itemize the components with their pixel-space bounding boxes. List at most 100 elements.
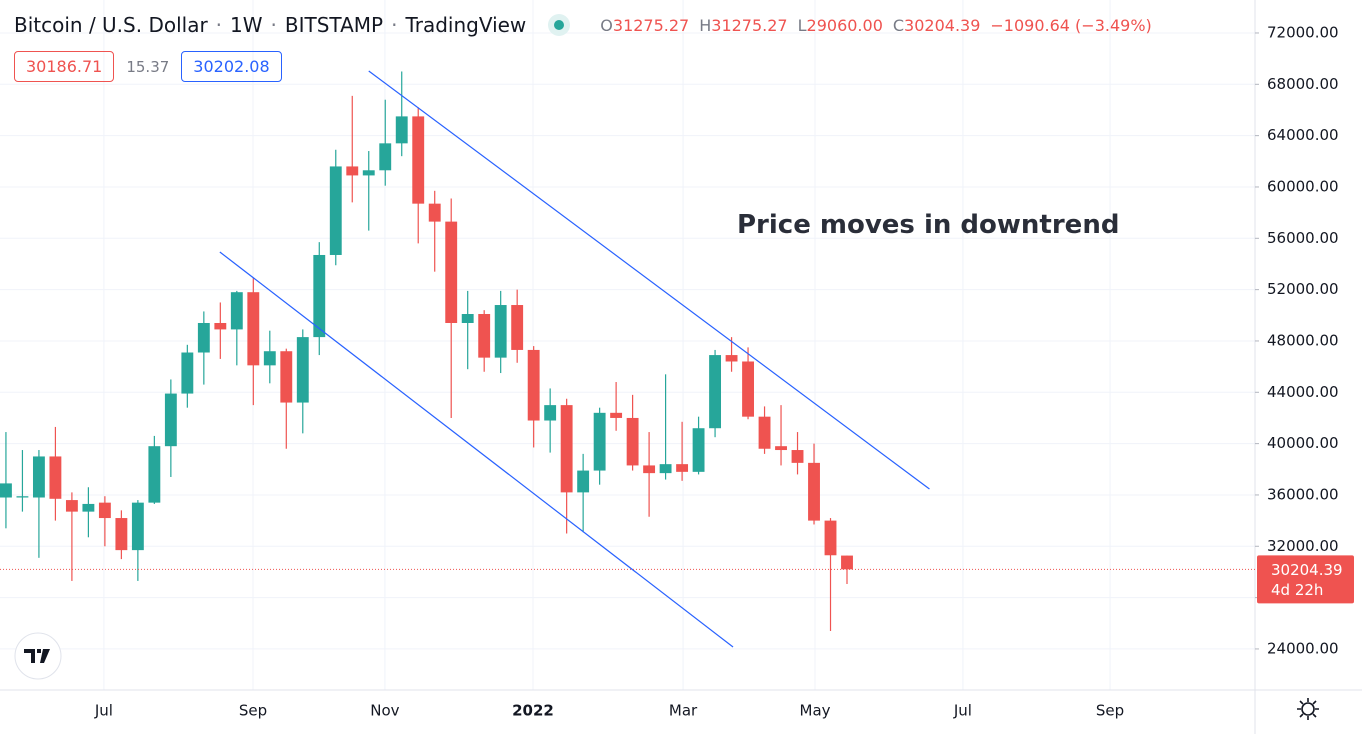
candle-body [0,483,12,498]
candle-body [725,355,738,362]
candle-body [230,292,243,330]
y-tick-label: 60000.00 [1267,177,1339,195]
candle-body [214,322,227,330]
x-tick-label: Sep [239,702,267,720]
candle-body [577,470,590,493]
x-tick-label: Mar [669,702,698,720]
quote-row: 30186.71 15.37 30202.08 [14,51,282,82]
x-tick-label: Jul [953,702,972,720]
close-value: 30204.39 [904,15,981,35]
candle-body [841,555,853,570]
grid [0,0,1255,690]
candle-body [329,166,342,255]
logo-circle[interactable] [14,632,62,680]
x-tick-label: 2022 [512,702,554,720]
candle-body [428,203,441,222]
candle-body [412,116,425,204]
candle-body [742,361,754,417]
candle-body [791,450,804,463]
candle-body [98,502,111,519]
header: Bitcoin / U.S. Dollar · 1W · BITSTAMP · … [14,12,1152,38]
low-value: 29060.00 [806,15,883,35]
candle-body [775,446,787,451]
candle-body [395,116,408,144]
separator: · [215,13,223,37]
ohlc-legend: O31275.27 H31275.27 L29060.00 C30204.39 … [600,16,1151,35]
candle-body [263,351,276,366]
candle-body [379,143,392,171]
candle-body [82,503,95,512]
x-tick-label: May [800,702,831,720]
candle-body [247,292,260,366]
source: TradingView [405,13,527,37]
tv-logo[interactable] [14,632,62,680]
candle-body [709,355,722,429]
candle-body [676,464,689,472]
y-tick-label: 44000.00 [1267,383,1339,401]
candle-body [643,465,656,474]
gear-circle[interactable] [1301,702,1315,716]
candle-body [478,314,491,358]
y-tick-label: 56000.00 [1267,229,1339,247]
candle-body [181,352,194,394]
trendline [368,70,930,490]
candle-body [808,462,820,521]
last-price-tag [1257,555,1354,604]
candle-body [494,305,507,358]
close-key: C [892,15,905,35]
change: −1090.64 (−3.49%) [990,15,1152,35]
candle-body [16,496,29,498]
y-tick-label: 72000.00 [1267,23,1339,41]
y-tick-label: 68000.00 [1267,75,1339,93]
gear-teeth [1297,698,1319,720]
last-price-label: 30204.39 [1271,561,1343,579]
candle-body [148,446,161,503]
candle-body [313,254,326,338]
settings-gear[interactable] [1297,698,1319,720]
open-key: O [600,15,613,35]
exchange: BITSTAMP [284,13,384,37]
y-tick-label: 48000.00 [1267,331,1339,349]
candle-body [758,416,771,449]
high-value: 31275.27 [711,15,788,35]
y-tick-label: 24000.00 [1267,639,1339,657]
status-dot [554,20,565,30]
annotation: Price moves in downtrend [737,210,1120,240]
separator: · [270,13,277,37]
candle-body [824,520,837,556]
logo-mark [24,649,50,663]
candle-body [32,456,45,498]
candle-body [445,221,458,323]
interval[interactable]: 1W [230,13,263,37]
candle-body [659,464,672,474]
candle-body [560,405,573,493]
x-tick-label: Sep [1096,702,1124,720]
candle-body [544,405,557,421]
candle-body [131,502,144,551]
candle-body [610,412,623,418]
separator: · [391,13,398,37]
spread: 15.37 [126,57,170,76]
candle-body [197,322,210,353]
candle-body [49,456,62,499]
candle-body [593,412,606,471]
bid-box[interactable]: 30186.71 [14,51,115,82]
candle-body [461,314,474,323]
candle-body [65,500,78,512]
ask-box[interactable]: 30202.08 [181,51,282,82]
market-status[interactable] [546,12,572,38]
y-tick-label: 36000.00 [1267,485,1339,503]
symbol-title: Bitcoin / U.S. Dollar [14,13,208,37]
y-tick-label: 32000.00 [1267,537,1339,555]
trendline [219,251,734,648]
y-tick-label: 64000.00 [1267,126,1339,144]
low-key: L [797,15,807,35]
candle-body [164,393,177,447]
candle-body [511,305,524,350]
candle-body [692,428,705,472]
candle-body [527,349,540,421]
high-key: H [699,15,712,35]
x-tick-label: Nov [370,702,399,720]
